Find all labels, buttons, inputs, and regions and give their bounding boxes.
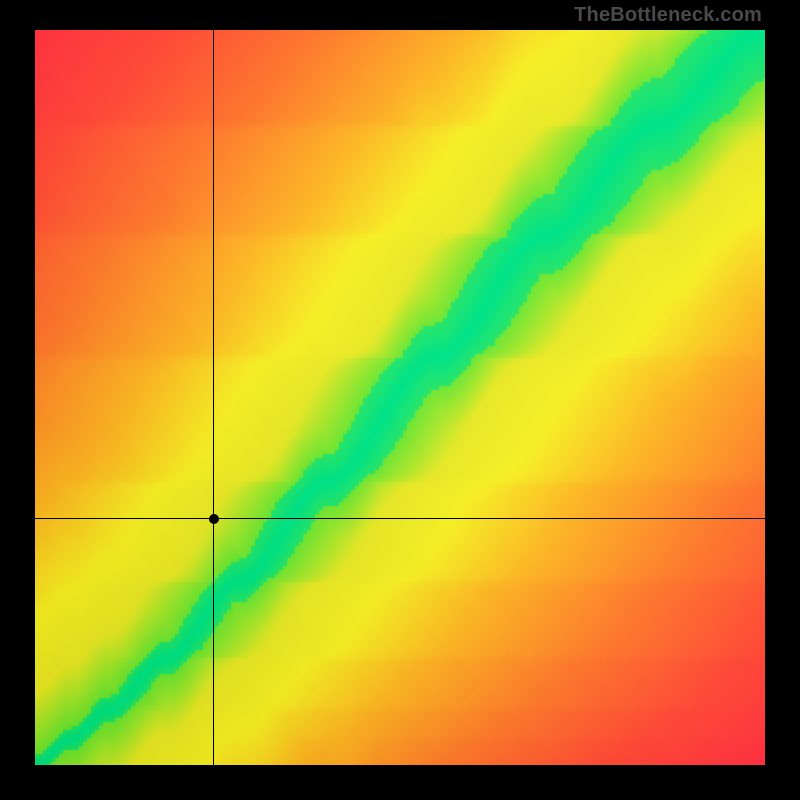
chart-container: { "watermark": "TheBottleneck.com", "wat… — [0, 0, 800, 800]
crosshair-vertical — [213, 30, 214, 765]
crosshair-horizontal — [35, 518, 765, 519]
heatmap-plot — [35, 30, 765, 765]
crosshair-marker — [209, 514, 219, 524]
watermark-text: TheBottleneck.com — [574, 4, 762, 27]
heatmap-canvas — [35, 30, 765, 765]
